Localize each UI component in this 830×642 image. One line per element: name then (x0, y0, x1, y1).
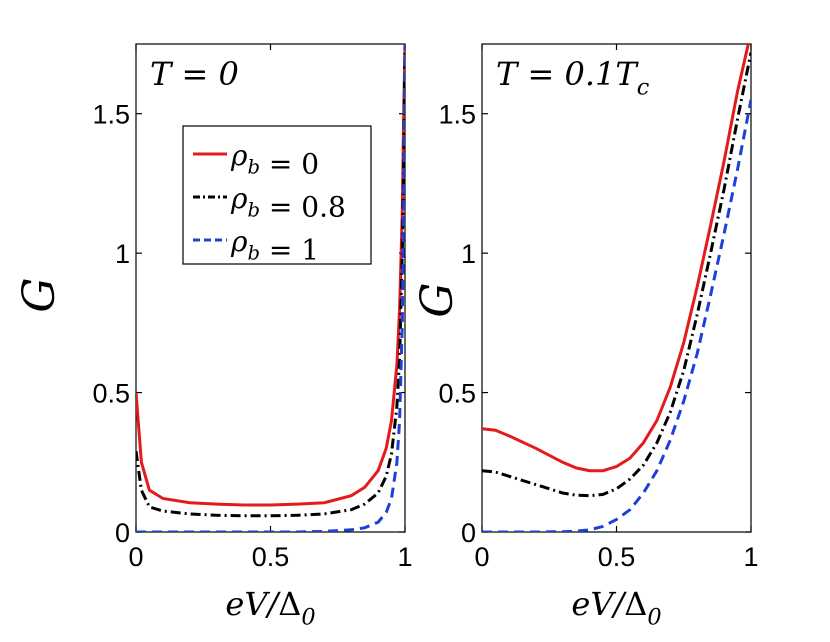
x-axis-label: eV/Δ0 (225, 585, 315, 631)
y-tick-label: 0.5 (438, 379, 476, 409)
legend-label-0: ρb = 0 (230, 139, 319, 180)
y-tick-label: 0.5 (92, 379, 130, 409)
right-panel: 0 0.5 1 0 0.5 1 1.5 T = 0.1Tc eV/Δ0 G (412, 43, 759, 631)
x-axis-label: eV/Δ0 (571, 585, 661, 631)
series-line-0 (136, 44, 405, 507)
x-tick-label: 0 (128, 542, 143, 572)
series-line-1 (482, 52, 751, 498)
x-tick-label: 0.5 (598, 542, 636, 572)
plot-frame (135, 43, 406, 533)
y-tick-label: 0 (115, 518, 130, 548)
legend-label-1: ρb = 0.8 (230, 182, 346, 223)
legend: ρb = 0ρb = 0.8ρb = 1 (182, 125, 372, 266)
left-panel: 0 0.5 1 0 0.5 1 1.5 T = 0 eV/Δ0 Gρb = 0ρb = 0.8ρb… (14, 43, 413, 631)
legend-box (182, 125, 372, 265)
series-line-0 (482, 44, 750, 473)
x-tick-label: 1 (743, 542, 758, 572)
x-tick-label: 0 (474, 542, 489, 572)
panel-label: T = 0 (150, 55, 239, 93)
y-tick-label: 1 (461, 239, 476, 269)
y-axis-label: G (412, 282, 463, 317)
series-line-2 (482, 99, 751, 532)
series-line-1 (136, 44, 405, 518)
y-tick-label: 1.5 (92, 100, 130, 130)
y-tick-label: 1.5 (438, 100, 476, 130)
legend-label-2: ρb = 1 (230, 225, 319, 266)
panel-label: T = 0.1Tc (496, 55, 650, 101)
y-tick-label: 1 (115, 239, 130, 269)
y-tick-label: 0 (461, 518, 476, 548)
x-tick-label: 1 (397, 542, 412, 572)
series-line-2 (136, 44, 405, 532)
y-axis-label: G (14, 277, 65, 312)
x-tick-label: 0.5 (252, 542, 290, 572)
